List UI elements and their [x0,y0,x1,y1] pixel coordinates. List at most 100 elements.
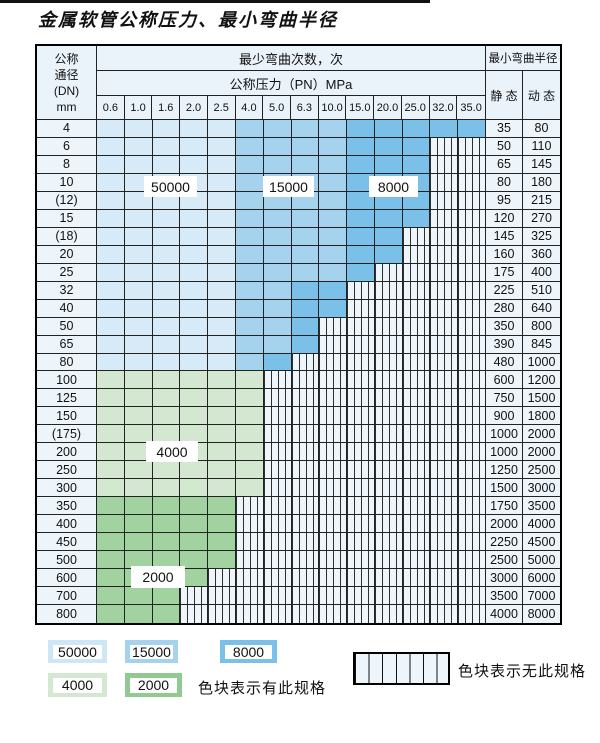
spec-cell [235,443,264,462]
spec-cell [97,299,125,318]
spec-cell [319,209,348,228]
no-spec-cell [319,443,348,462]
spec-cell [263,317,292,336]
spec-cell [319,155,348,174]
no-spec-cell [347,425,375,444]
no-spec-cell [458,587,486,606]
no-spec-cell [458,317,486,336]
no-spec-cell [402,263,431,282]
no-spec-cell [263,587,292,606]
spec-cell [263,353,292,372]
static-radius-value: 120 [486,209,523,228]
static-radius-value: 3500 [486,587,523,606]
spec-cell [124,533,153,552]
no-spec-cell [374,317,403,336]
spec-cell [235,209,264,228]
dynamic-radius-value: 325 [523,227,560,246]
no-spec-cell [347,407,375,426]
spec-cell [208,353,236,372]
dynamic-radius-value: 1500 [523,389,560,408]
no-spec-cell [291,407,320,426]
no-spec-cell [402,407,431,426]
dn-label: 200 [37,443,97,462]
no-spec-cell [347,479,375,498]
no-spec-cell [347,281,375,300]
no-spec-cell [347,371,375,390]
no-spec-cell [347,389,375,408]
pressure-value: 2.0 [180,96,208,119]
no-spec-cell [180,587,209,606]
static-radius-value: 2500 [486,551,523,570]
pressure-value: 1.6 [152,96,181,119]
no-spec-cell [430,137,459,156]
cycles-region-label: 4000 [146,441,198,462]
spec-cell [180,227,209,246]
spec-cell [374,245,403,264]
dn-header-line: (DN) [53,83,80,98]
no-spec-cell [263,533,292,552]
spec-cell [291,299,320,318]
no-spec-cell [402,551,431,570]
no-spec-cell [263,479,292,498]
no-spec-cell [235,533,264,552]
no-spec-cell [402,317,431,336]
spec-cell [97,209,125,228]
pressure-value: 6.3 [290,96,319,119]
spec-cell [97,281,125,300]
no-spec-cell [319,605,348,623]
dn-label: 300 [37,479,97,498]
no-spec-cell [458,209,486,228]
no-spec-cell [402,389,431,408]
spec-cell [124,389,153,408]
no-spec-cell [458,497,486,516]
spec-cell [208,245,236,264]
dn-label: 350 [37,497,97,516]
no-spec-cell [319,353,348,372]
spec-cell [152,120,181,138]
spec-cell [208,371,236,390]
no-spec-cell [291,605,320,623]
dn-header-line: mm [56,99,77,114]
spec-cell [374,120,403,138]
no-spec-cell [319,461,348,480]
spec-cell [124,479,153,498]
has-spec-text: 色块表示有此规格 [198,680,327,697]
no-spec-cell [430,317,459,336]
spec-cell [208,120,236,138]
no-spec-cell [347,353,375,372]
spec-cell [208,335,236,354]
dynamic-radius-value: 845 [523,335,560,354]
no-spec-cell [263,497,292,516]
no-spec-cell [291,389,320,408]
no-spec-cell [291,497,320,516]
legend-swatch-label: 50000 [53,644,102,660]
no-spec-cell [374,425,403,444]
spec-cell [180,120,209,138]
spec-cell [152,389,181,408]
no-spec-cell [458,281,486,300]
no-spec-cell [402,605,431,623]
dn-label: 20 [37,245,97,264]
legend-swatch-label: 15000 [130,644,173,660]
no-spec-cell [458,425,486,444]
spec-cell [152,209,181,228]
dn-label: 50 [37,317,97,336]
spec-cell [152,245,181,264]
static-radius-value: 480 [486,353,523,372]
no-spec-text: 色块表示无此规格 [458,663,587,680]
no-spec-cell [208,587,236,606]
dn-label: 65 [37,335,97,354]
spec-cell [235,155,264,174]
spec-cell [97,120,125,138]
dynamic-radius-value: 8000 [523,605,560,623]
static-radius-value: 95 [486,191,523,210]
no-spec-cell [402,515,431,534]
no-spec-cell [430,227,459,246]
spec-cell [208,425,236,444]
no-spec-cell [374,299,403,318]
spec-cell [208,209,236,228]
spec-cell [208,317,236,336]
spec-cell [347,120,375,138]
no-spec-cell [458,191,486,210]
no-spec-cell [430,335,459,354]
